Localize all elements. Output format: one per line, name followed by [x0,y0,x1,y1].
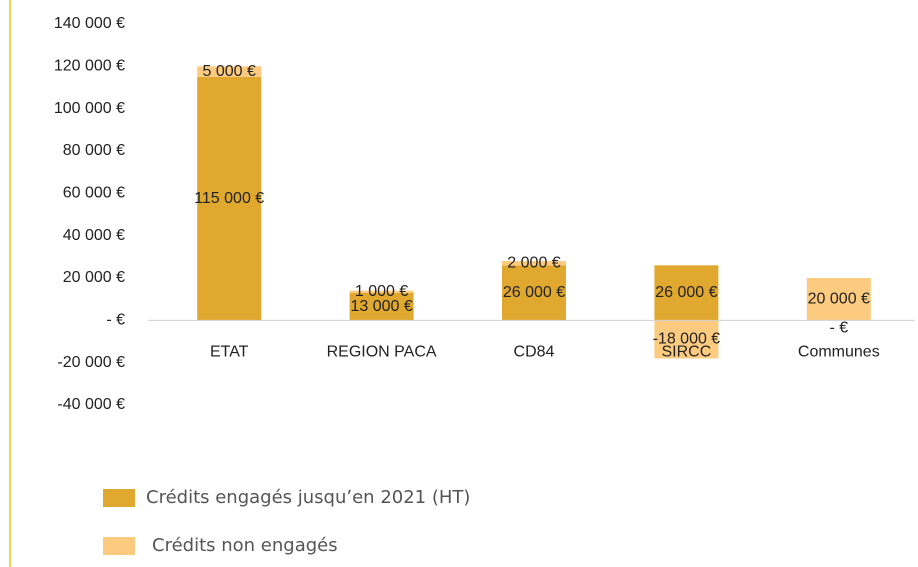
y-tick-label: -40 000 € [57,396,125,413]
data-label: 26 000 € [503,284,565,301]
y-tick-label: 20 000 € [63,269,125,286]
legend-swatch [103,489,135,507]
y-tick-label: 100 000 € [54,100,125,117]
data-label: 26 000 € [655,284,717,301]
data-label: -18 000 € [653,331,721,348]
x-tick-label: REGION PACA [327,344,437,361]
legend-label: Crédits non engagés [152,535,338,556]
bar-segment [349,290,414,293]
x-tick-label: CD84 [514,344,555,361]
bar-segment [197,66,262,77]
data-label: 5 000 € [203,63,256,80]
y-tick-label: 60 000 € [63,185,125,202]
y-tick-label: 40 000 € [63,227,125,244]
y-tick-label: - € [106,312,125,329]
data-label: - € [829,320,848,337]
data-label: 20 000 € [808,290,870,307]
bar-segment [197,76,262,321]
bar-segment [502,265,566,321]
bar-segment [806,278,871,321]
data-label: 2 000 € [507,254,560,271]
bar-segment [654,265,719,321]
data-label: 1 000 € [355,283,408,300]
y-tick-label: 80 000 € [63,142,125,159]
x-tick-label: ETAT [210,344,249,361]
bar-segment [349,292,414,321]
x-tick-label: Communes [798,344,880,361]
y-tick-label: -20 000 € [57,354,125,371]
bar-segment [502,261,566,266]
legend-label: Crédits engagés jusqu’en 2021 (HT) [146,487,470,508]
data-label: 115 000 € [194,190,264,207]
y-tick-label: 140 000 € [54,15,125,32]
x-tick-label: SIRCC [662,344,712,361]
y-tick-label: 120 000 € [54,58,125,75]
legend-swatch [103,537,135,555]
bar-segment [654,320,719,359]
data-label: 13 000 € [350,298,412,315]
